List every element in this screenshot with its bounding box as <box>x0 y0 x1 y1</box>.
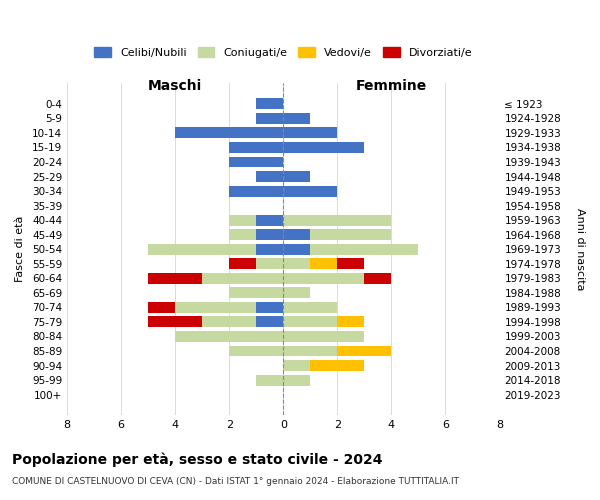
Bar <box>283 316 337 328</box>
Bar <box>175 302 283 313</box>
Bar <box>229 214 283 226</box>
Bar <box>310 258 337 269</box>
Bar <box>283 288 310 298</box>
Bar <box>283 273 364 284</box>
Y-axis label: Fasce di età: Fasce di età <box>15 216 25 282</box>
Bar <box>283 346 337 356</box>
Bar <box>283 186 337 196</box>
Bar <box>256 258 283 269</box>
Bar <box>148 244 283 254</box>
Bar <box>229 346 283 356</box>
Text: COMUNE DI CASTELNUOVO DI CEVA (CN) - Dati ISTAT 1° gennaio 2024 - Elaborazione T: COMUNE DI CASTELNUOVO DI CEVA (CN) - Dat… <box>12 478 459 486</box>
Text: Popolazione per età, sesso e stato civile - 2024: Popolazione per età, sesso e stato civil… <box>12 452 383 467</box>
Bar <box>283 360 310 371</box>
Bar <box>229 230 283 240</box>
Bar <box>229 186 283 196</box>
Bar <box>283 214 391 226</box>
Bar <box>229 156 283 168</box>
Bar <box>148 273 202 284</box>
Bar <box>148 302 175 313</box>
Legend: Celibi/Nubili, Coniugati/e, Vedovi/e, Divorziati/e: Celibi/Nubili, Coniugati/e, Vedovi/e, Di… <box>90 42 476 62</box>
Bar <box>175 128 283 138</box>
Bar <box>256 171 283 182</box>
Bar <box>283 171 310 182</box>
Bar <box>256 214 283 226</box>
Bar <box>283 258 310 269</box>
Bar <box>283 331 364 342</box>
Bar <box>283 230 310 240</box>
Bar <box>283 113 310 124</box>
Bar <box>283 244 418 254</box>
Bar <box>256 113 283 124</box>
Bar <box>337 316 364 328</box>
Bar <box>229 142 283 153</box>
Bar <box>283 128 337 138</box>
Bar <box>256 302 283 313</box>
Bar <box>256 374 283 386</box>
Bar <box>337 258 364 269</box>
Bar <box>256 171 283 182</box>
Bar <box>256 230 283 240</box>
Bar <box>310 360 364 371</box>
Bar <box>283 302 337 313</box>
Bar <box>202 316 283 328</box>
Bar <box>283 230 391 240</box>
Bar <box>256 98 283 110</box>
Text: Femmine: Femmine <box>356 80 427 94</box>
Bar <box>283 374 310 386</box>
Bar <box>337 346 391 356</box>
Bar <box>175 331 283 342</box>
Bar <box>283 244 310 254</box>
Bar <box>202 273 283 284</box>
Y-axis label: Anni di nascita: Anni di nascita <box>575 208 585 290</box>
Bar <box>229 258 256 269</box>
Bar <box>256 316 283 328</box>
Bar <box>256 244 283 254</box>
Bar <box>229 288 283 298</box>
Bar <box>148 316 202 328</box>
Bar <box>283 171 310 182</box>
Bar <box>364 273 391 284</box>
Bar <box>283 142 364 153</box>
Text: Maschi: Maschi <box>148 80 202 94</box>
